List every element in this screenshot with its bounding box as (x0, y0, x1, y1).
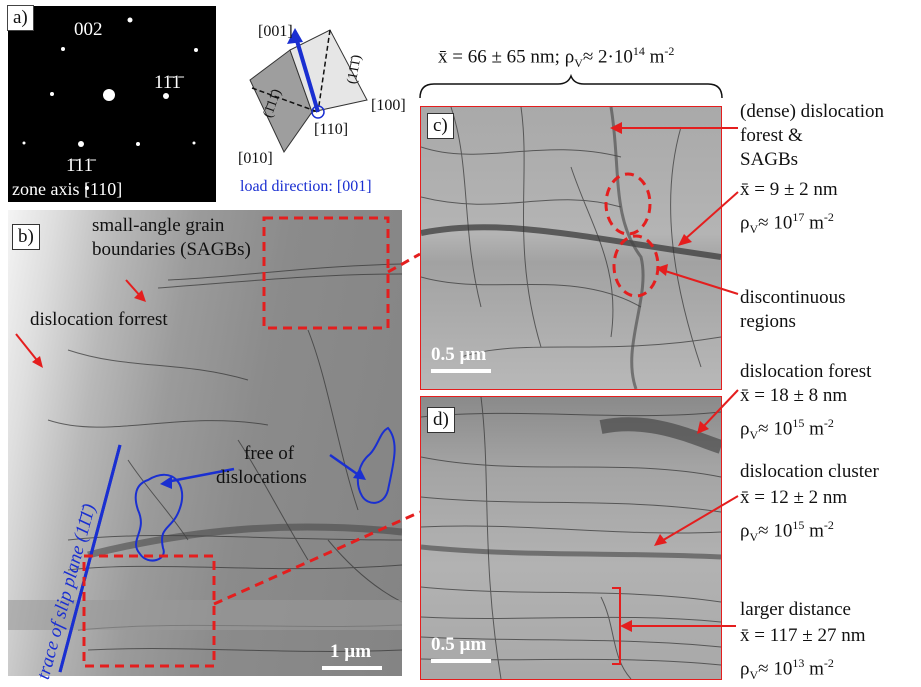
overall-brace (419, 74, 723, 99)
zone-axis-label: zone axis [110] (12, 179, 123, 199)
overall-rho-val: ≈ 2·10 (582, 46, 633, 68)
d-cluster-rho-sub: V (749, 530, 759, 545)
c-dense-line1: (dense) dislocation (740, 101, 885, 122)
d-forest-rho: ρV≈ 1015 m-2 (740, 412, 834, 447)
d-cluster-rho: ρV≈ 1015 m-2 (740, 514, 834, 549)
d-forest-rho-sym: ρ (740, 418, 750, 440)
scale-label-c: 0.5 µm (431, 344, 487, 365)
d-larger-rho-val: ≈ 10 (758, 658, 793, 680)
d-cluster-rho-unit: m (804, 520, 824, 542)
c-rho-exp: 17 (792, 210, 805, 224)
diffraction-pattern: a) 002 11̄1̄ 1̄11̄ zone axis [110] (7, 5, 216, 202)
load-direction-label: load direction: [001] (240, 178, 372, 195)
overall-mean: x̄ = 66 ± 65 nm; ρ (438, 46, 575, 68)
c-dense-line3: SAGBs (740, 149, 799, 170)
overall-stats: x̄ = 66 ± 65 nm; ρV≈ 2·1014 m-2 (438, 40, 674, 75)
c-dense-rho: ρV≈ 1017 m-2 (740, 206, 834, 241)
free-label-1: free of (244, 443, 295, 464)
c-rho-unit-exp: -2 (823, 210, 834, 224)
d-larger-rho: ρV≈ 1013 m-2 (740, 652, 834, 687)
overall-rho-unit: m (644, 46, 665, 68)
d-forest-rho-val: ≈ 10 (758, 418, 793, 440)
sagb-label-1: small-angle grain (92, 215, 225, 236)
d-cluster-rho-exp: 15 (792, 518, 805, 532)
spot-2-label: 1̄11̄ (66, 155, 94, 176)
d-cluster-rho-sym: ρ (740, 520, 750, 542)
panel-c-label: c) (427, 113, 454, 139)
spot-1-label: 11̄1̄ (154, 72, 182, 93)
d-larger-rho-exp: 13 (792, 656, 805, 670)
d-forest-mean: x̄ = 18 ± 8 nm (740, 385, 848, 406)
scale-bar-c (431, 369, 491, 373)
c-discont-line2: regions (740, 311, 796, 332)
d-forest-title: dislocation forest (740, 361, 872, 382)
free-label-2: dislocations (216, 467, 307, 488)
d-cluster-rho-val: ≈ 10 (758, 520, 793, 542)
d-larger-rho-unit-exp: -2 (823, 656, 834, 670)
overall-rho-exp: 14 (632, 44, 645, 58)
scale-label-d: 0.5 µm (431, 634, 487, 655)
c-dense-line2: forest & (740, 125, 803, 146)
c-discont-line1: discontinuous (740, 287, 846, 308)
d-forest-rho-unit: m (804, 418, 824, 440)
dir-100-label: [100] (371, 97, 406, 114)
d-forest-rho-sub: V (749, 428, 759, 443)
overall-rho-sub: V (574, 56, 583, 71)
scale-label-b: 1 µm (330, 641, 372, 662)
c-rho-sym: ρ (740, 212, 750, 234)
scale-bar-b (322, 666, 382, 670)
dir-001-label: [001] (258, 23, 293, 40)
c-rho-sub: V (749, 222, 759, 237)
d-cluster-mean: x̄ = 12 ± 2 nm (740, 487, 848, 508)
overall-rho-unit-exp: -2 (664, 44, 675, 58)
panel-b-label: b) (12, 224, 40, 250)
sagb-label-2: boundaries (SAGBs) (92, 239, 251, 260)
d-cluster-title: dislocation cluster (740, 461, 879, 482)
d-larger-title: larger distance (740, 599, 851, 620)
c-rho-unit: m (804, 212, 824, 234)
c-rho-val: ≈ 10 (758, 212, 793, 234)
slip-plane-trace (58, 444, 122, 673)
d-forest-rho-exp: 15 (792, 416, 805, 430)
d-larger-mean: x̄ = 117 ± 27 nm (740, 625, 866, 646)
scale-bar-d (431, 659, 491, 663)
panel-a-label: a) (7, 5, 34, 31)
d-larger-rho-sub: V (749, 668, 759, 683)
spot-002-label: 002 (74, 19, 103, 40)
c-dense-mean: x̄ = 9 ± 2 nm (740, 179, 838, 200)
dir-110-label: [110] (314, 121, 349, 138)
tem-image-d: d) 0.5 µm (420, 396, 722, 680)
d-larger-rho-unit: m (804, 658, 824, 680)
dislocation-lines-c (421, 107, 721, 389)
d-larger-rho-sym: ρ (740, 658, 750, 680)
diffraction-spots (22, 17, 198, 190)
dir-010-label: [010] (238, 150, 273, 167)
forest-label-b: dislocation forrest (30, 309, 168, 330)
panel-d-label: d) (427, 407, 455, 433)
d-forest-rho-unit-exp: -2 (823, 416, 834, 430)
tem-image-c: c) 0.5 µm (420, 106, 722, 390)
dislocation-lines-d (421, 397, 721, 679)
orientation-sketch (249, 28, 368, 153)
d-cluster-rho-unit-exp: -2 (823, 518, 834, 532)
